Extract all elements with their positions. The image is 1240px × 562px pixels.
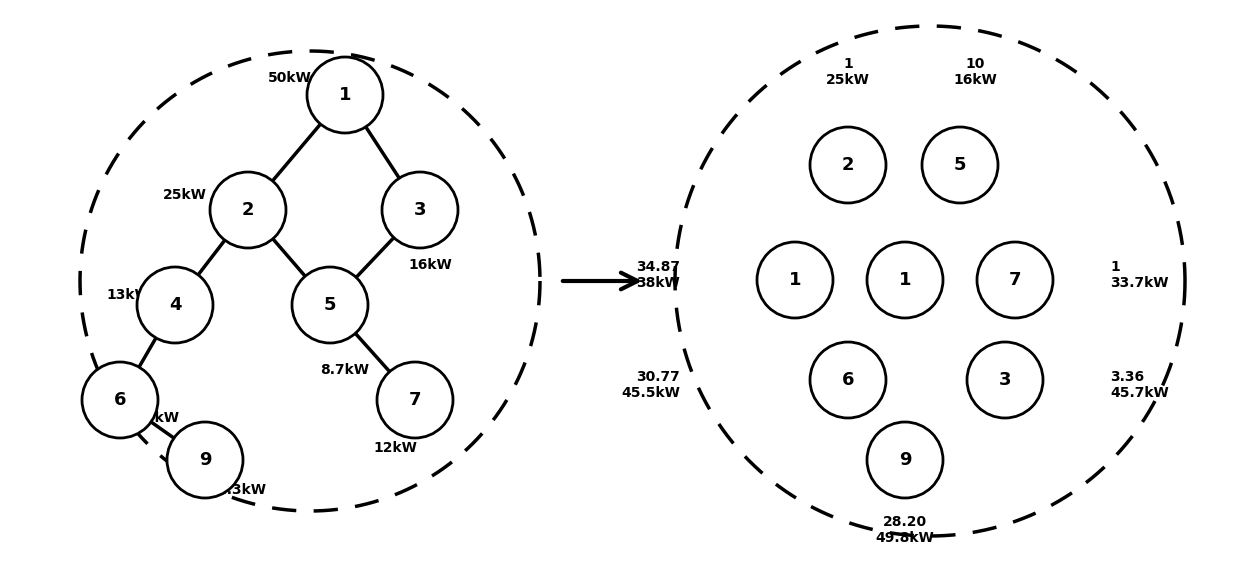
Text: 1: 1 bbox=[339, 86, 351, 104]
Text: 2: 2 bbox=[842, 156, 854, 174]
Text: 13kW: 13kW bbox=[107, 288, 150, 302]
Circle shape bbox=[210, 172, 286, 248]
Text: 1
33.7kW: 1 33.7kW bbox=[1110, 260, 1168, 290]
Text: 25kW: 25kW bbox=[164, 188, 207, 202]
Text: 16kW: 16kW bbox=[408, 258, 451, 272]
Text: 30.77
45.5kW: 30.77 45.5kW bbox=[621, 370, 680, 400]
Text: 5: 5 bbox=[324, 296, 336, 314]
Text: 10
16kW: 10 16kW bbox=[954, 57, 997, 87]
Text: 2: 2 bbox=[242, 201, 254, 219]
Circle shape bbox=[756, 242, 833, 318]
Text: 4: 4 bbox=[169, 296, 181, 314]
Circle shape bbox=[136, 267, 213, 343]
Text: 9: 9 bbox=[899, 451, 911, 469]
Circle shape bbox=[923, 127, 998, 203]
Text: 7: 7 bbox=[1009, 271, 1022, 289]
Text: 3: 3 bbox=[414, 201, 427, 219]
Circle shape bbox=[810, 342, 887, 418]
Circle shape bbox=[867, 242, 942, 318]
Circle shape bbox=[82, 362, 157, 438]
Circle shape bbox=[167, 422, 243, 498]
Circle shape bbox=[810, 127, 887, 203]
Circle shape bbox=[308, 57, 383, 133]
Text: 1: 1 bbox=[899, 271, 911, 289]
Circle shape bbox=[977, 242, 1053, 318]
Text: 1
25kW: 1 25kW bbox=[826, 57, 870, 87]
Text: 4.3kW: 4.3kW bbox=[217, 483, 267, 497]
Circle shape bbox=[867, 422, 942, 498]
Text: 5: 5 bbox=[954, 156, 966, 174]
Text: 34.87
38kW: 34.87 38kW bbox=[636, 260, 680, 290]
Text: 50kW: 50kW bbox=[268, 71, 312, 85]
Text: 6: 6 bbox=[842, 371, 854, 389]
Text: 7.5kW: 7.5kW bbox=[130, 411, 180, 425]
Circle shape bbox=[382, 172, 458, 248]
Text: 1: 1 bbox=[789, 271, 801, 289]
Text: 8.7kW: 8.7kW bbox=[320, 363, 370, 377]
Text: 3: 3 bbox=[998, 371, 1012, 389]
Text: 28.20
49.8kW: 28.20 49.8kW bbox=[875, 515, 935, 545]
Text: 12kW: 12kW bbox=[373, 441, 417, 455]
Text: 6: 6 bbox=[114, 391, 126, 409]
Text: 9: 9 bbox=[198, 451, 211, 469]
Circle shape bbox=[377, 362, 453, 438]
Text: 3.36
45.7kW: 3.36 45.7kW bbox=[1110, 370, 1169, 400]
Circle shape bbox=[291, 267, 368, 343]
Text: 7: 7 bbox=[409, 391, 422, 409]
Circle shape bbox=[967, 342, 1043, 418]
